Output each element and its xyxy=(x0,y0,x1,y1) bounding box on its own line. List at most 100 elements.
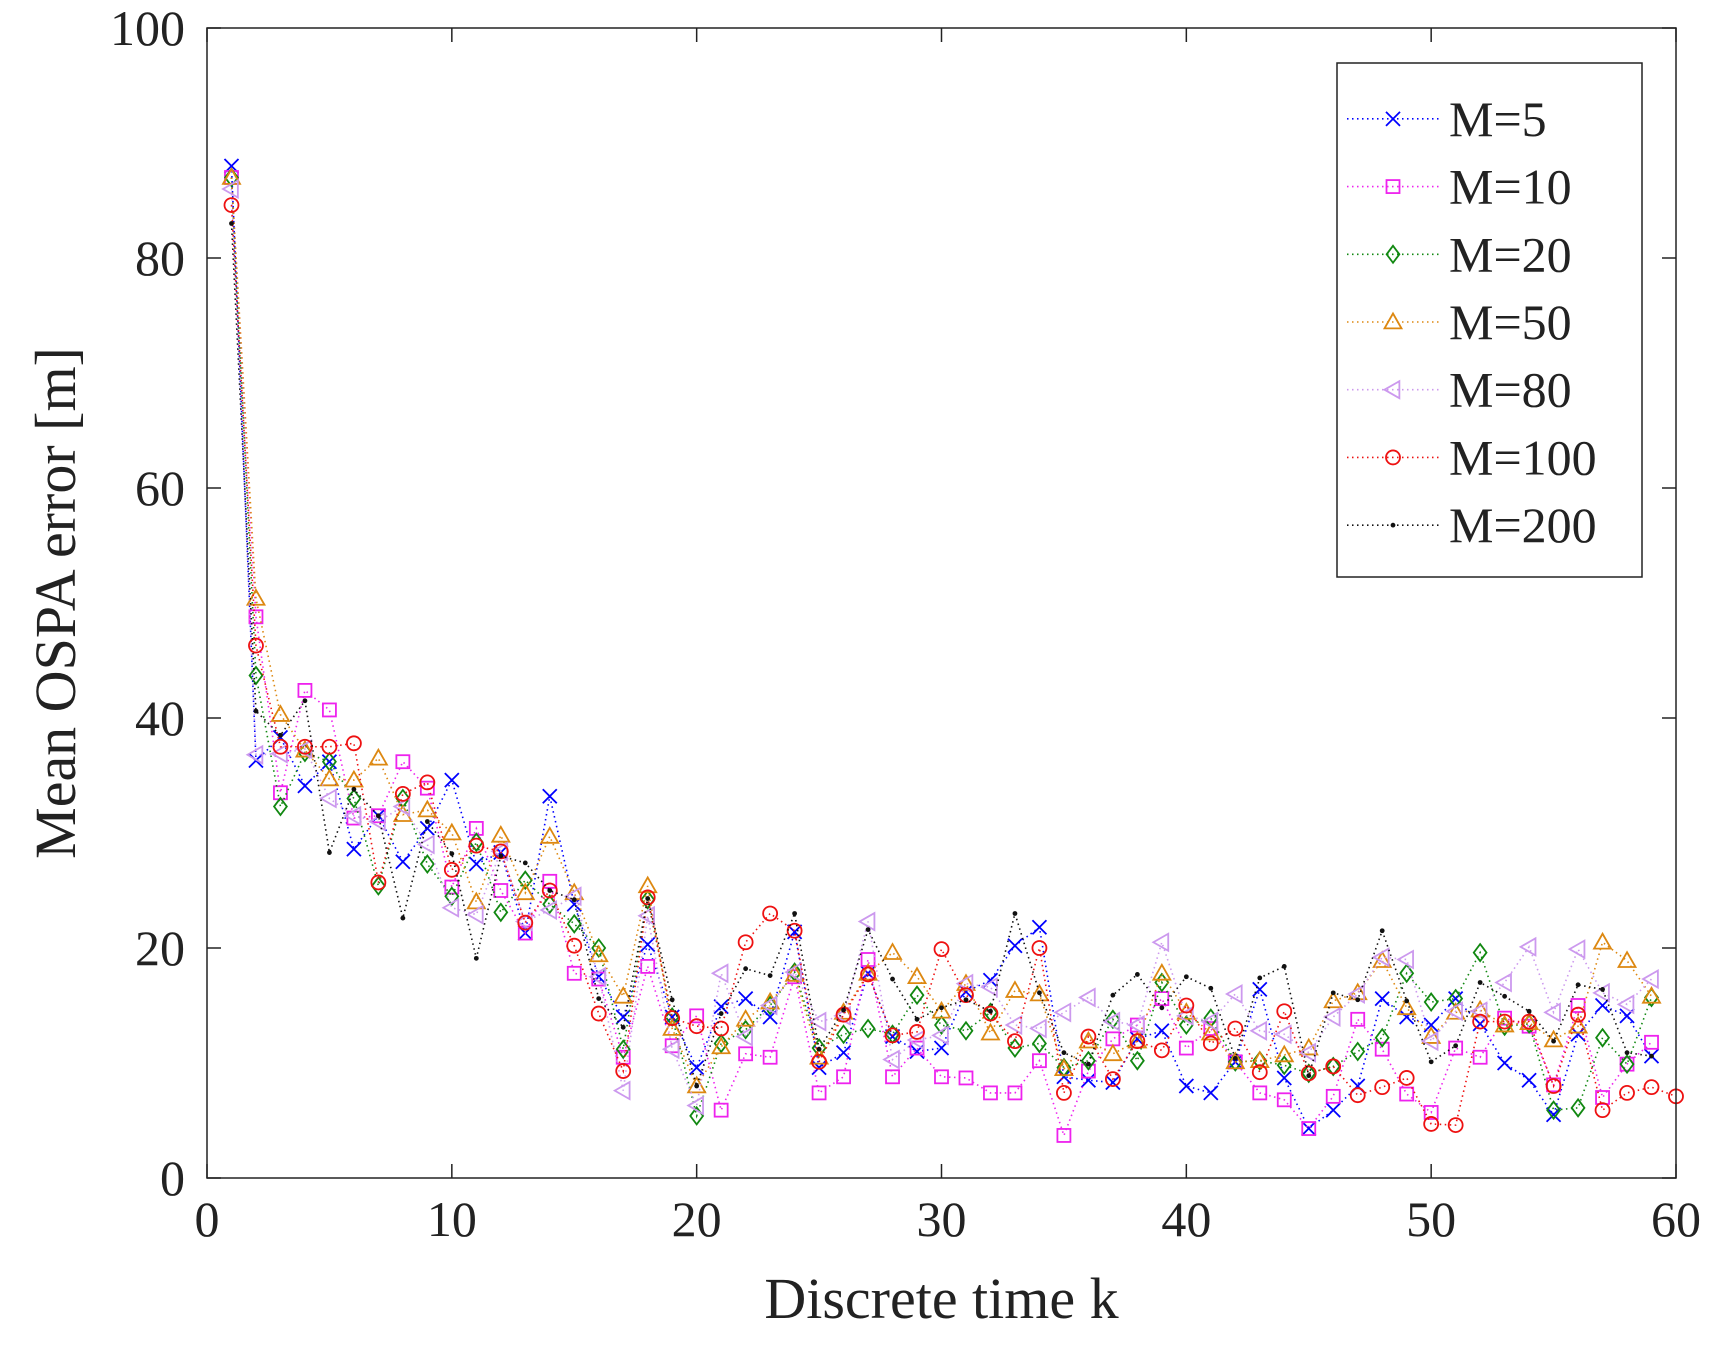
data-point xyxy=(955,973,977,991)
data-point xyxy=(1396,949,1414,970)
data-point xyxy=(762,905,779,922)
data-point xyxy=(1007,1038,1023,1059)
data-point xyxy=(591,938,607,958)
data-point xyxy=(1252,981,1268,998)
data-point xyxy=(1448,1040,1464,1056)
data-point xyxy=(1151,932,1170,953)
data-point xyxy=(1127,1014,1145,1036)
data-point xyxy=(1445,1001,1463,1022)
data-point xyxy=(1129,1050,1145,1071)
data-point xyxy=(270,704,291,722)
data-point xyxy=(639,889,656,906)
data-point xyxy=(1447,1117,1464,1133)
data-point xyxy=(1029,983,1050,1002)
data-point xyxy=(351,786,357,792)
data-point xyxy=(1546,1100,1562,1121)
data-point xyxy=(1649,1053,1654,1059)
series-line xyxy=(230,165,1653,1130)
x-tick-label: 30 xyxy=(917,1191,967,1247)
legend-label: M=20 xyxy=(1449,226,1572,282)
data-point xyxy=(1600,987,1605,992)
data-point xyxy=(490,824,511,843)
data-point xyxy=(248,637,264,654)
data-point xyxy=(958,1020,974,1041)
data-point xyxy=(882,942,903,960)
data-point xyxy=(710,963,729,984)
data-point xyxy=(542,873,558,889)
legend: M=5 M=10 M=20 M=50 M=80 M=100 M=200 xyxy=(1336,62,1643,578)
legend-item: M=80 xyxy=(1347,362,1572,418)
legend-label: M=50 xyxy=(1449,294,1572,350)
data-point xyxy=(253,708,259,714)
data-point xyxy=(865,927,871,932)
data-point xyxy=(1374,1027,1390,1048)
data-point xyxy=(906,966,928,985)
data-point xyxy=(1080,1072,1097,1088)
series-line xyxy=(230,177,1653,1088)
x-tick-label: 20 xyxy=(672,1191,722,1247)
data-point xyxy=(343,769,364,788)
data-point xyxy=(857,911,876,932)
data-point xyxy=(1102,1011,1121,1032)
data-point xyxy=(1421,1026,1442,1044)
data-point xyxy=(1349,1087,1366,1104)
data-point xyxy=(983,1085,998,1101)
data-point xyxy=(1301,1121,1317,1136)
data-point xyxy=(1472,942,1488,963)
data-point xyxy=(1056,1128,1072,1143)
data-point xyxy=(343,805,362,826)
data-point xyxy=(958,1070,974,1086)
data-point xyxy=(1325,1058,1342,1075)
data-point xyxy=(1031,919,1048,935)
data-point xyxy=(762,1009,778,1025)
data-point xyxy=(541,882,558,899)
data-point xyxy=(419,774,436,791)
data-point xyxy=(1568,1015,1589,1034)
data-point xyxy=(596,996,602,1001)
data-point xyxy=(860,966,876,983)
data-point xyxy=(539,899,558,921)
legend-label: M=80 xyxy=(1449,362,1572,418)
data-point xyxy=(1032,1053,1047,1069)
data-point xyxy=(1371,947,1390,968)
data-point xyxy=(417,799,438,818)
legend-item: M=200 xyxy=(1347,497,1597,553)
data-point xyxy=(689,1059,705,1076)
data-point xyxy=(816,1046,822,1052)
data-point xyxy=(1322,1006,1341,1028)
data-point xyxy=(1298,1037,1319,1056)
data-point xyxy=(713,1033,729,1054)
data-point xyxy=(590,1005,607,1022)
data-point xyxy=(982,1005,999,1022)
data-point xyxy=(319,788,337,809)
data-point xyxy=(566,913,582,934)
data-point xyxy=(1594,1102,1611,1119)
data-point xyxy=(958,984,974,1000)
data-point xyxy=(419,780,435,796)
data-point xyxy=(297,778,313,794)
data-point xyxy=(424,819,430,824)
data-point xyxy=(1208,985,1214,991)
data-point xyxy=(914,1016,920,1022)
data-point xyxy=(1643,1079,1660,1096)
legend-label: M=5 xyxy=(1449,91,1547,147)
data-point xyxy=(835,1045,852,1061)
data-point xyxy=(468,837,485,854)
data-point xyxy=(1396,997,1417,1016)
legend-item: M=100 xyxy=(1347,429,1597,485)
y-axis-label: Mean OSPA error [m] xyxy=(23,347,88,859)
data-point xyxy=(1202,1035,1219,1052)
data-point xyxy=(1385,111,1401,127)
data-point xyxy=(980,977,998,998)
data-point xyxy=(1178,997,1195,1014)
data-point xyxy=(735,1026,753,1047)
data-point xyxy=(322,702,337,718)
data-point xyxy=(566,965,582,981)
data-point xyxy=(1276,1070,1292,1086)
legend-item: M=10 xyxy=(1347,159,1572,215)
data-point xyxy=(1518,936,1537,957)
data-point xyxy=(245,588,267,606)
data-point xyxy=(441,897,460,918)
data-point xyxy=(1570,998,1586,1013)
data-point xyxy=(1306,1073,1312,1079)
